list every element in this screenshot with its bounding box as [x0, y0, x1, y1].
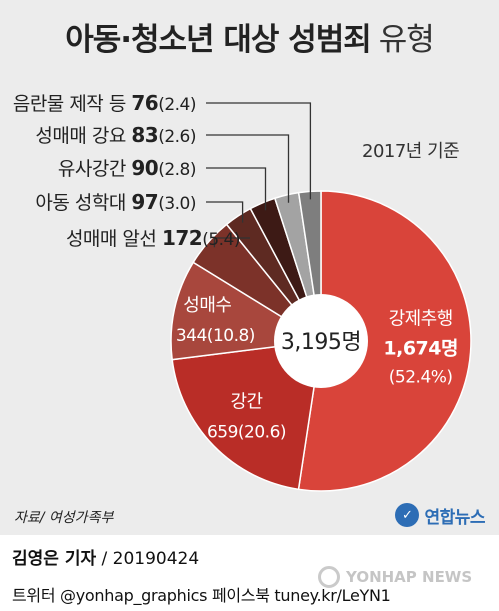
watermark-icon	[318, 566, 340, 588]
outer-label-6: 성매매 강요 83(2.6)	[35, 123, 196, 147]
pie-slices	[170, 190, 472, 492]
center-hole	[274, 294, 368, 388]
slice-pct-0: (52.4%)	[389, 368, 453, 388]
watermark-text: YONHAP NEWS	[346, 568, 473, 586]
leader-line-5	[206, 167, 267, 211]
reporter-name: 김영은 기자	[12, 549, 97, 569]
pie-chart: 3,195명 2017년 기준 강제추행 1,674명 (52.4%) 강간 659(2…	[13, 91, 472, 492]
basis-note: 2017년 기준	[362, 141, 459, 162]
leader-line-6	[206, 134, 290, 203]
slice-value-1: 659(20.6)	[207, 423, 286, 443]
leader-line-7	[206, 102, 312, 200]
pie-slice-0	[297, 190, 472, 492]
outer-label-4: 아동 성학대 97(3.0)	[35, 190, 196, 214]
publish-date: / 20190424	[101, 549, 200, 569]
yonhap-logo: ✓ 연합뉴스	[395, 502, 485, 528]
leader-lines	[206, 102, 312, 248]
slice-value-0: 1,674명	[383, 338, 458, 360]
leader-line-4	[206, 201, 244, 223]
social-links: 트위터 @yonhap_graphics 페이스북 tuney.kr/LeYN1	[12, 586, 391, 605]
slice-label-0: 강제추행	[389, 309, 453, 330]
slice-label-2: 성매수	[183, 295, 231, 316]
outer-label-7: 음란물 제작 등 76(2.4)	[13, 91, 196, 115]
slice-labels: 강제추행 1,674명 (52.4%) 강간 659(20.6) 성매수 344(10.8)…	[13, 91, 459, 443]
outer-label-5: 유사강간 90(2.8)	[58, 156, 196, 180]
source-note: 자료/ 여성가족부	[14, 510, 114, 526]
title-main: 아동·청소년 대상 성범죄	[65, 22, 372, 58]
leader-line-3	[213, 237, 250, 248]
yonhap-logo-icon: ✓	[395, 503, 420, 527]
logo-text: 연합뉴스	[424, 507, 485, 528]
center-total-label: 3,195명	[281, 330, 361, 355]
title-sub: 유형	[378, 22, 435, 58]
pie-slice-1	[171, 340, 322, 491]
byline: 김영은 기자 / 20190424	[12, 544, 199, 569]
watermark: YONHAP NEWS	[318, 566, 472, 588]
outer-label-3: 성매매 알선 172(5.4)	[66, 226, 240, 250]
slice-label-1: 강간	[230, 392, 262, 413]
chart-title: 아동·청소년 대상 성범죄 유형	[0, 14, 499, 59]
slice-value-2: 344(10.8)	[176, 326, 255, 346]
